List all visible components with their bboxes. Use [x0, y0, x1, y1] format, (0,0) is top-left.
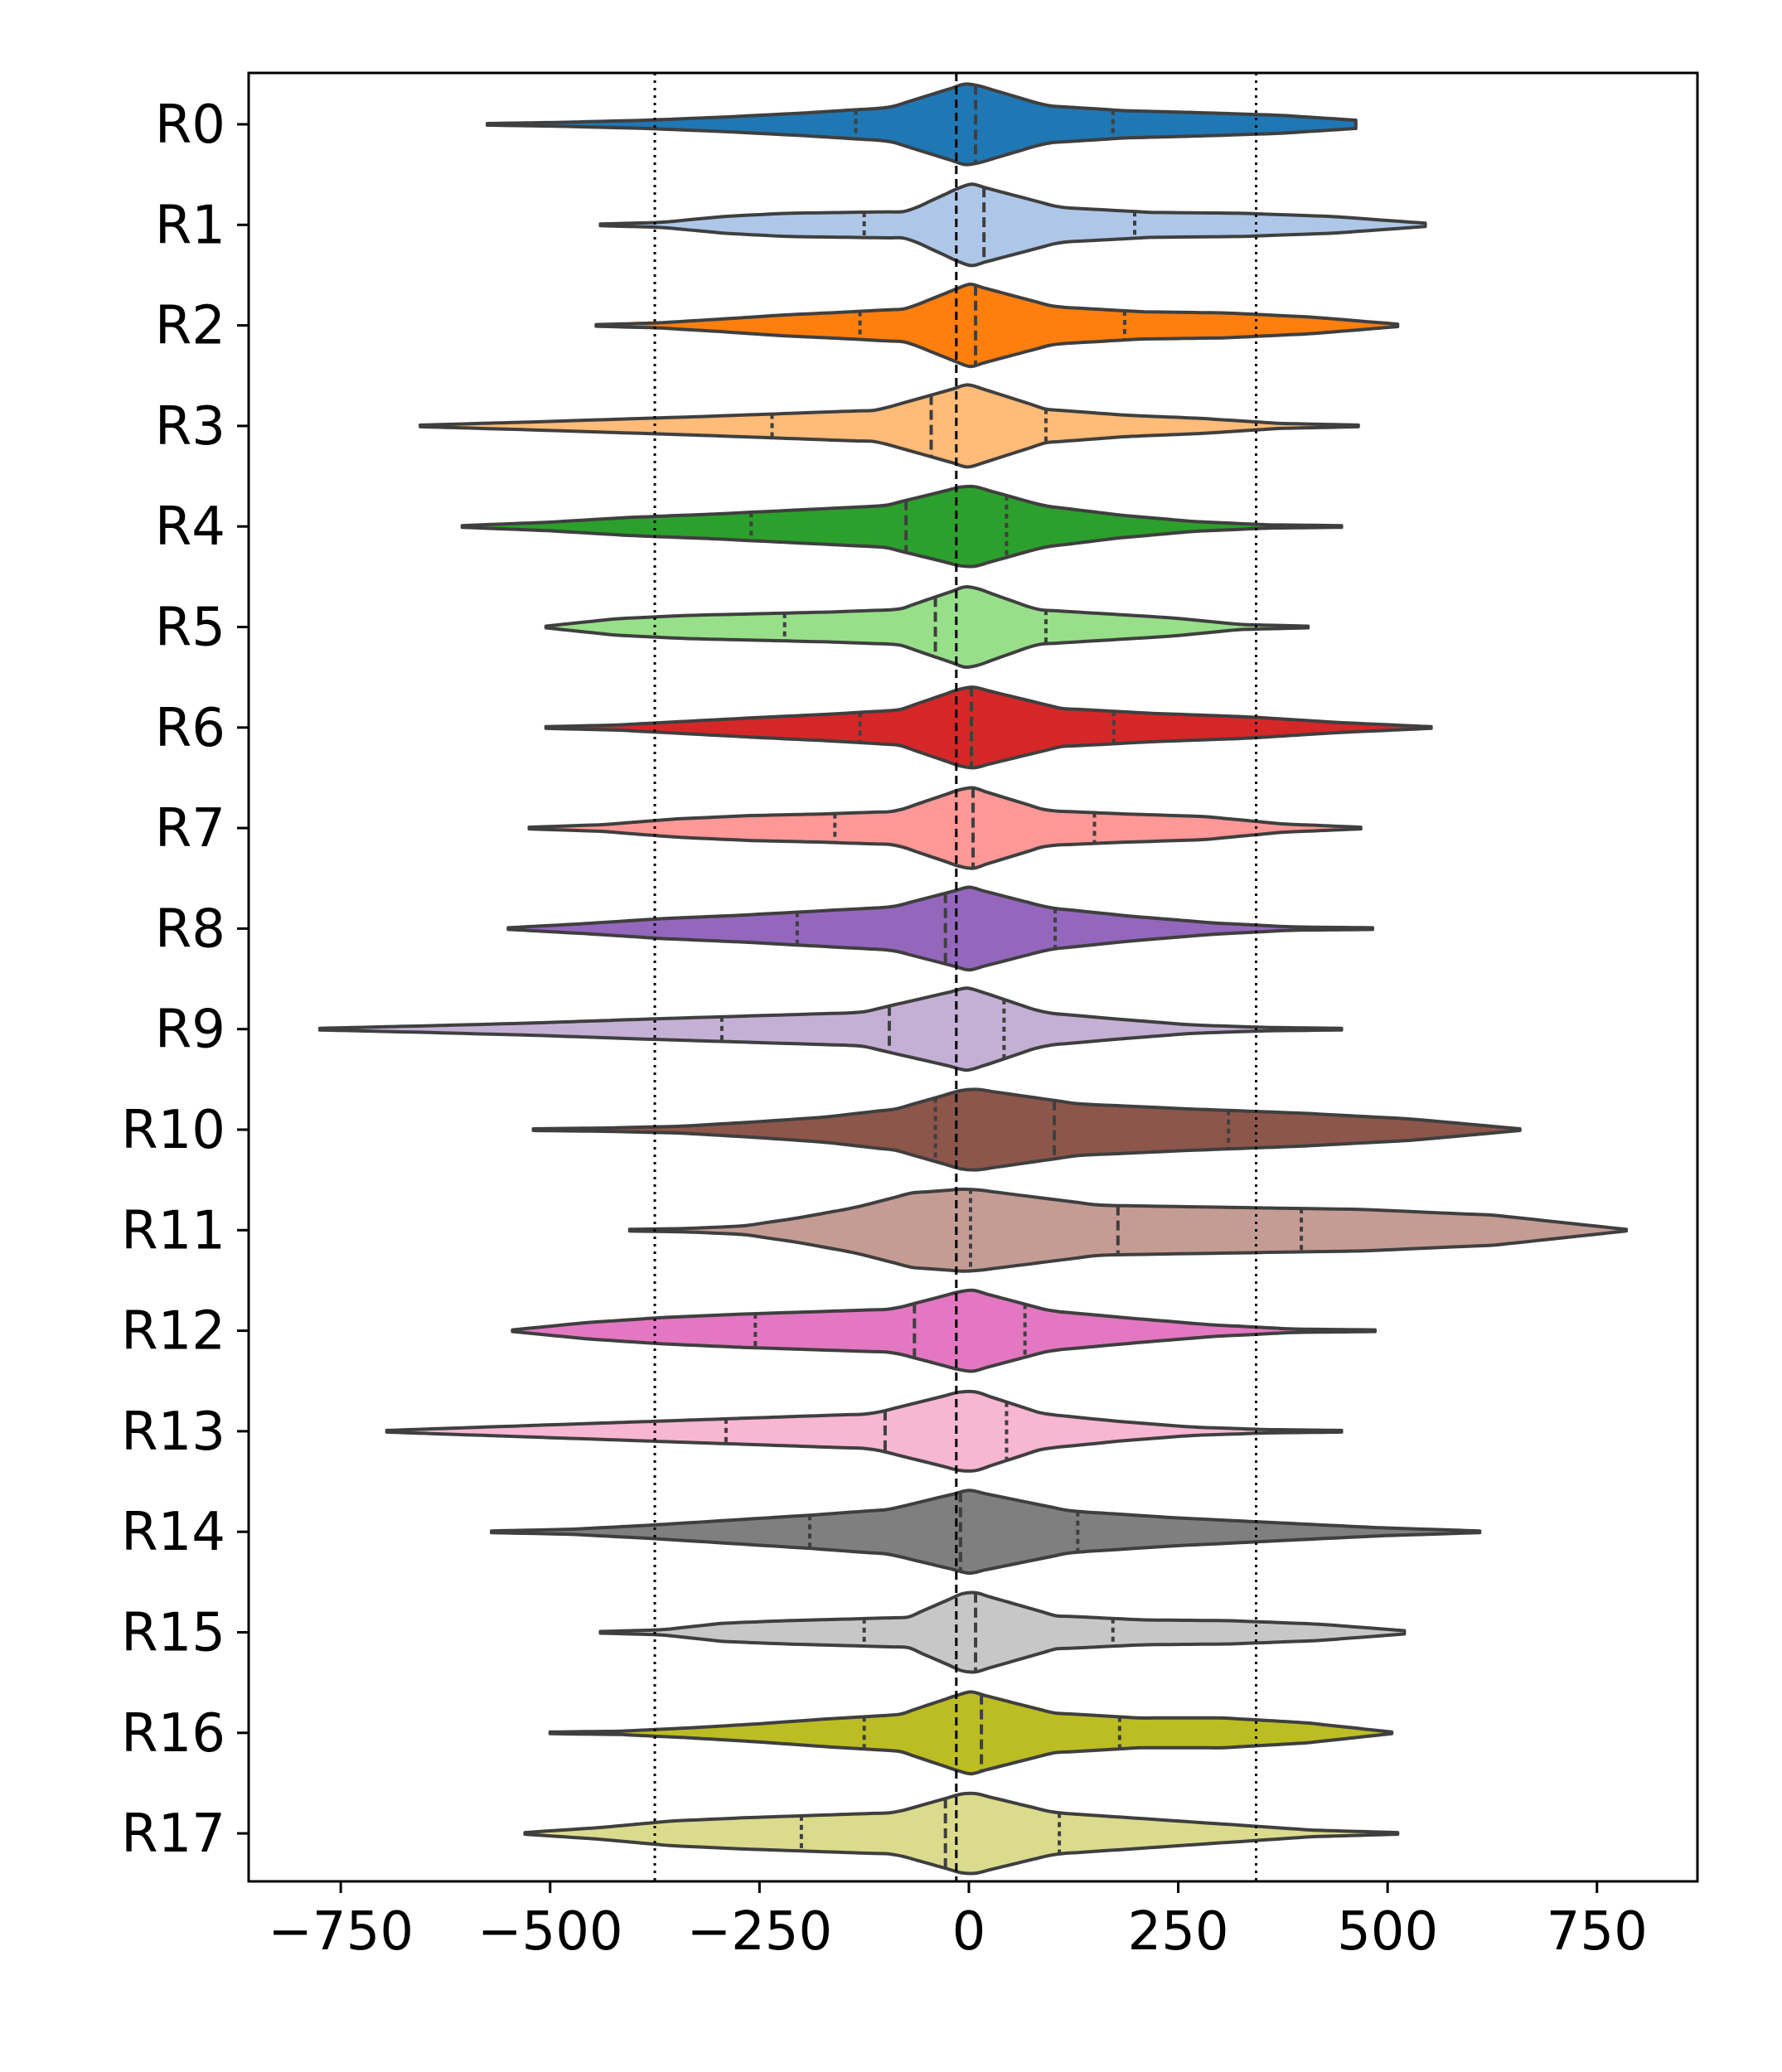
x-tick-label--250: −250	[686, 1901, 832, 1963]
violin-R16	[548, 1690, 1394, 1776]
violin-body-R0	[486, 82, 1358, 167]
y-tick-label-R7: R7	[155, 798, 225, 859]
violin-R9	[317, 986, 1344, 1072]
y-tick-label-R16: R16	[121, 1703, 225, 1765]
violin-body-R17	[523, 1791, 1400, 1876]
violin-body-R9	[317, 986, 1344, 1072]
violin-R4	[460, 484, 1344, 569]
violin-R8	[506, 885, 1374, 972]
violin-R11	[627, 1187, 1629, 1273]
violin-body-R7	[527, 786, 1363, 870]
violin-body-R12	[511, 1288, 1377, 1373]
violin-R1	[598, 182, 1427, 268]
y-tick-label-R6: R6	[155, 698, 225, 759]
y-tick-label-R14: R14	[121, 1502, 225, 1563]
violin-R5	[544, 584, 1310, 670]
violin-body-R3	[419, 383, 1360, 469]
x-tick-label-500: 500	[1337, 1901, 1438, 1963]
violins-layer	[317, 82, 1629, 1876]
violin-body-R4	[460, 484, 1344, 569]
violin-body-R13	[385, 1389, 1344, 1473]
violin-body-R5	[544, 584, 1310, 670]
y-tick-label-R3: R3	[155, 396, 225, 457]
axes-layer: −750 −500 −250 0 250 500 750 R0 R1 R2 R3 R4 R5 R6 R7 R8…	[121, 71, 1699, 1963]
x-tick-label-750: 750	[1547, 1901, 1648, 1963]
reference-lines-layer	[653, 73, 1258, 1881]
y-tick-label-R9: R9	[155, 1000, 225, 1061]
violin-R17	[523, 1791, 1400, 1876]
x-tick-label-0: 0	[952, 1901, 986, 1963]
x-tick-label--750: −750	[268, 1901, 414, 1963]
x-tick-label-250: 250	[1127, 1901, 1228, 1963]
violin-body-R11	[627, 1187, 1629, 1273]
y-tick-label-R11: R11	[121, 1200, 225, 1261]
violin-body-R2	[594, 283, 1400, 369]
violin-body-R15	[598, 1590, 1407, 1674]
violin-body-R6	[544, 685, 1433, 770]
y-tick-label-R15: R15	[121, 1603, 225, 1664]
y-tick-label-R1: R1	[155, 195, 225, 256]
violin-R2	[594, 283, 1400, 369]
violin-body-R14	[490, 1489, 1482, 1576]
y-tick-label-R5: R5	[155, 598, 225, 659]
violin-R15	[598, 1590, 1407, 1674]
violin-R12	[511, 1288, 1377, 1373]
y-tick-label-R8: R8	[155, 898, 225, 960]
y-tick-label-R17: R17	[121, 1803, 225, 1865]
violin-body-R1	[598, 182, 1427, 268]
y-tick-label-R4: R4	[155, 496, 225, 558]
violin-R7	[527, 786, 1363, 870]
y-tick-label-R13: R13	[121, 1402, 225, 1463]
violin-R6	[544, 685, 1433, 770]
violin-body-R16	[548, 1690, 1394, 1776]
violin-R14	[490, 1489, 1482, 1576]
plot-frame	[247, 71, 1699, 1883]
x-tick-label--500: −500	[477, 1901, 623, 1963]
y-tick-label-R0: R0	[155, 94, 225, 156]
y-tick-label-R12: R12	[121, 1301, 225, 1363]
violin-R13	[385, 1389, 1344, 1473]
violin-R0	[486, 82, 1358, 167]
y-tick-label-R10: R10	[121, 1100, 225, 1161]
violin-R10	[531, 1087, 1522, 1172]
y-tick-label-R2: R2	[155, 296, 225, 357]
violin-body-R10	[531, 1087, 1522, 1172]
violin-R3	[419, 383, 1360, 469]
